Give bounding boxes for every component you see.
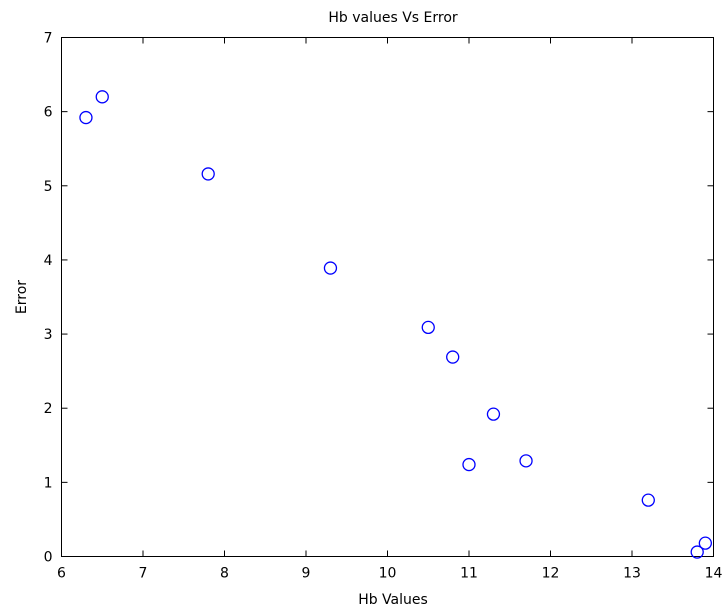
x-tick-label: 10 — [379, 566, 397, 582]
plot-area — [61, 37, 714, 557]
y-tick-label: 7 — [44, 31, 53, 47]
x-axis-label: Hb Values — [358, 592, 428, 608]
data-points — [79, 90, 712, 559]
data-point — [641, 493, 655, 507]
data-point — [462, 457, 476, 472]
y-tick-label: 3 — [44, 327, 53, 343]
data-point — [519, 454, 533, 468]
x-tick-label: 11 — [460, 566, 478, 582]
x-tick-label: 12 — [542, 566, 560, 582]
x-tick-label: 13 — [623, 566, 641, 582]
x-tick-label: 9 — [302, 566, 311, 582]
data-point — [95, 90, 109, 104]
data-point — [79, 110, 93, 125]
data-point — [201, 167, 215, 181]
y-tick-label: 5 — [44, 179, 53, 195]
y-tick-label: 4 — [44, 253, 53, 269]
x-tick-label: 6 — [57, 566, 66, 582]
data-point — [486, 407, 501, 421]
data-point — [690, 545, 704, 559]
data-point — [421, 320, 435, 335]
y-tick-label: 0 — [44, 550, 53, 566]
data-point — [446, 350, 460, 364]
x-tick-label: 8 — [220, 566, 229, 582]
y-tick-label: 1 — [44, 475, 53, 491]
x-tick-label: 7 — [139, 566, 148, 582]
chart-title: Hb values Vs Error — [328, 10, 458, 26]
y-tick-label: 2 — [44, 401, 53, 417]
x-tick-label: 14 — [705, 566, 723, 582]
data-point — [323, 261, 338, 275]
data-point — [698, 536, 712, 550]
y-tick-label: 6 — [44, 105, 53, 121]
y-axis-label: Error — [14, 280, 30, 314]
